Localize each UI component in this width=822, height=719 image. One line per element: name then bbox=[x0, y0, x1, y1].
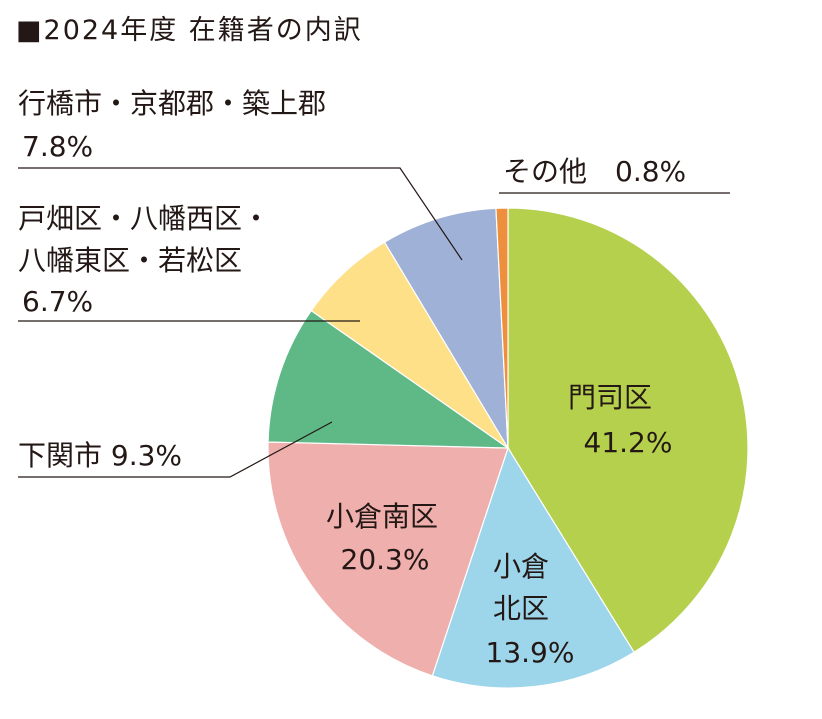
label-sonota: その他 0.8% bbox=[503, 155, 686, 188]
label-kokurakita-value: 13.9% bbox=[486, 636, 575, 669]
leader-line-yukuhashi bbox=[18, 167, 463, 261]
label-mojiku-name: 門司区 bbox=[568, 381, 652, 414]
leader-line-shimonoseki bbox=[18, 421, 333, 478]
label-yukuhashi-value: 7.8% bbox=[22, 130, 93, 163]
pie-slice-1 bbox=[431, 446, 635, 689]
pie-slice-3 bbox=[267, 309, 510, 449]
leader-lines bbox=[18, 167, 730, 478]
label-kokuraminami-name: 小倉南区 bbox=[326, 500, 438, 533]
label-kokuraminami-value: 20.3% bbox=[341, 543, 430, 576]
pie-slice-0 bbox=[507, 207, 749, 654]
label-tobata-line2: 八幡東区・若松区 bbox=[18, 244, 242, 277]
label-kokurakita-line1: 小倉 bbox=[493, 550, 549, 583]
label-tobata-line1: 戸畑区・八幡西区・ bbox=[18, 202, 270, 235]
label-shimonoseki: 下関市 9.3% bbox=[18, 439, 182, 472]
label-kokurakita-line2: 北区 bbox=[493, 592, 549, 625]
pie-slices bbox=[267, 207, 749, 689]
pie-slice-5 bbox=[383, 207, 509, 449]
chart-title: ■2024年度 在籍者の内訳 bbox=[16, 15, 363, 46]
pie-slice-6 bbox=[495, 207, 509, 449]
label-tobata-value: 6.7% bbox=[22, 285, 93, 318]
label-mojiku-value: 41.2% bbox=[584, 426, 673, 459]
pie-slice-2 bbox=[267, 441, 509, 677]
label-yukuhashi-name: 行橋市・京都郡・築上郡 bbox=[18, 87, 326, 120]
